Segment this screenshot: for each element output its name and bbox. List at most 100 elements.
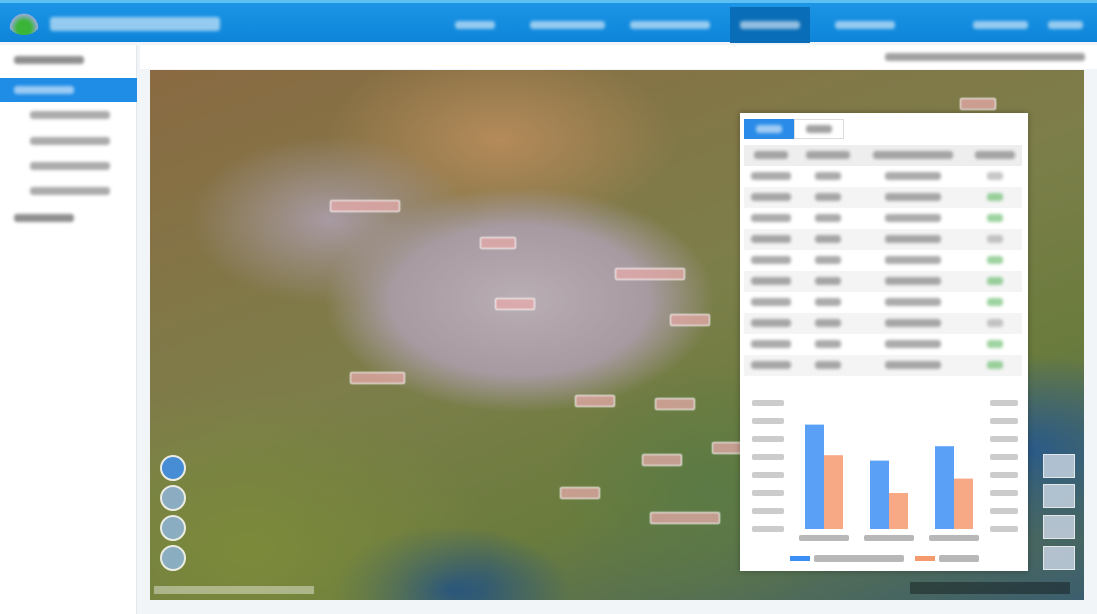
- sidebar-subitem-2[interactable]: [0, 129, 137, 153]
- sidebar-subitem-4[interactable]: [0, 179, 137, 203]
- table-cell: [967, 229, 1022, 250]
- map-label[interactable]: [330, 200, 400, 212]
- map-label[interactable]: [670, 314, 710, 326]
- table-cell: [799, 250, 859, 271]
- table-cell: [798, 187, 859, 208]
- y-tick-label-left: [752, 454, 784, 460]
- sidebar-item-2[interactable]: [0, 78, 137, 102]
- table-row[interactable]: [744, 355, 1022, 376]
- table-cell: [858, 208, 967, 229]
- map-label[interactable]: [560, 487, 600, 499]
- map-label[interactable]: [650, 512, 720, 524]
- nav-item-7[interactable]: [1040, 7, 1090, 43]
- map-label[interactable]: [655, 398, 695, 410]
- legend-label[interactable]: [939, 555, 979, 562]
- table-cell: [858, 187, 968, 208]
- column-header[interactable]: [798, 145, 859, 166]
- bar[interactable]: [805, 424, 824, 529]
- table-row[interactable]: [744, 334, 1022, 355]
- legend-swatch[interactable]: [790, 556, 810, 561]
- layer-button[interactable]: [1043, 454, 1075, 478]
- y-tick-label-left: [752, 436, 784, 442]
- table-cell: [798, 229, 859, 250]
- table-cell: [744, 208, 799, 229]
- table-row[interactable]: [744, 250, 1022, 271]
- legend-label[interactable]: [814, 555, 904, 562]
- y-tick-label-left: [752, 526, 784, 532]
- map-label[interactable]: [495, 298, 535, 310]
- map-label[interactable]: [350, 372, 405, 384]
- layer-button[interactable]: [1043, 484, 1075, 508]
- app-title: [50, 17, 220, 34]
- bar[interactable]: [954, 478, 973, 529]
- table-cell: [858, 313, 968, 334]
- table-row[interactable]: [744, 229, 1022, 250]
- nav-item-4[interactable]: [730, 7, 810, 43]
- column-header[interactable]: [967, 145, 1022, 166]
- nav-item-5[interactable]: [825, 7, 905, 43]
- sidebar-item-3[interactable]: [0, 206, 137, 230]
- table-cell: [744, 271, 799, 292]
- bar[interactable]: [889, 493, 908, 529]
- panel-tab-1[interactable]: [744, 119, 794, 139]
- map-label[interactable]: [615, 268, 685, 280]
- table-cell: [744, 250, 799, 271]
- sidebar-subitem-3[interactable]: [0, 154, 137, 178]
- table-cell: [744, 355, 799, 376]
- map-tool-button[interactable]: [160, 485, 186, 511]
- table-row[interactable]: [744, 166, 1022, 187]
- table-cell: [798, 271, 859, 292]
- table-cell: [858, 229, 968, 250]
- y-tick-label-left: [752, 418, 784, 424]
- table-cell: [967, 292, 1022, 313]
- column-header[interactable]: [858, 145, 968, 166]
- sidebar-item-1[interactable]: [0, 48, 137, 72]
- y-tick-label-right: [990, 526, 1018, 532]
- map-label[interactable]: [642, 454, 682, 466]
- bar[interactable]: [935, 446, 954, 529]
- bar[interactable]: [824, 455, 843, 529]
- table-cell: [798, 313, 859, 334]
- map-label[interactable]: [480, 237, 516, 249]
- y-tick-label-left: [752, 472, 784, 478]
- table-cell: [799, 292, 859, 313]
- table-cell: [744, 166, 799, 187]
- legend-swatch[interactable]: [915, 556, 935, 561]
- table-cell: [799, 208, 859, 229]
- nav-item-2[interactable]: [520, 7, 615, 43]
- table-row[interactable]: [744, 187, 1022, 208]
- nav-item-3[interactable]: [620, 7, 720, 43]
- nav-item-6[interactable]: [965, 7, 1035, 43]
- statistics-table: [744, 145, 1022, 376]
- table-cell: [967, 334, 1022, 355]
- sidebar: [0, 45, 137, 614]
- nav-item-1[interactable]: [445, 7, 505, 43]
- table-row[interactable]: [744, 313, 1022, 334]
- table-cell: [967, 313, 1022, 334]
- map-tool-button[interactable]: [160, 515, 186, 541]
- map-tool-button[interactable]: [160, 455, 186, 481]
- table-row[interactable]: [744, 208, 1022, 229]
- layer-button[interactable]: [1043, 546, 1075, 570]
- sidebar-subitem-1[interactable]: [0, 103, 137, 127]
- layer-button[interactable]: [1043, 515, 1075, 539]
- bar[interactable]: [870, 460, 889, 529]
- table-cell: [799, 334, 859, 355]
- map-label[interactable]: [575, 395, 615, 407]
- y-tick-label-right: [990, 400, 1018, 406]
- table-row[interactable]: [744, 292, 1022, 313]
- y-tick-label-right: [990, 490, 1018, 496]
- y-tick-label-right: [990, 508, 1018, 514]
- top-header: [0, 0, 1097, 43]
- table-row[interactable]: [744, 271, 1022, 292]
- column-header[interactable]: [744, 145, 799, 166]
- x-tick-label: [799, 535, 849, 541]
- y-tick-label-right: [990, 418, 1018, 424]
- y-tick-label-right: [990, 454, 1018, 460]
- map-label[interactable]: [960, 98, 996, 110]
- panel-tab-2[interactable]: [794, 119, 844, 139]
- logo: [8, 11, 40, 35]
- table-cell: [858, 334, 967, 355]
- map-tool-button[interactable]: [160, 545, 186, 571]
- table-cell: [744, 187, 799, 208]
